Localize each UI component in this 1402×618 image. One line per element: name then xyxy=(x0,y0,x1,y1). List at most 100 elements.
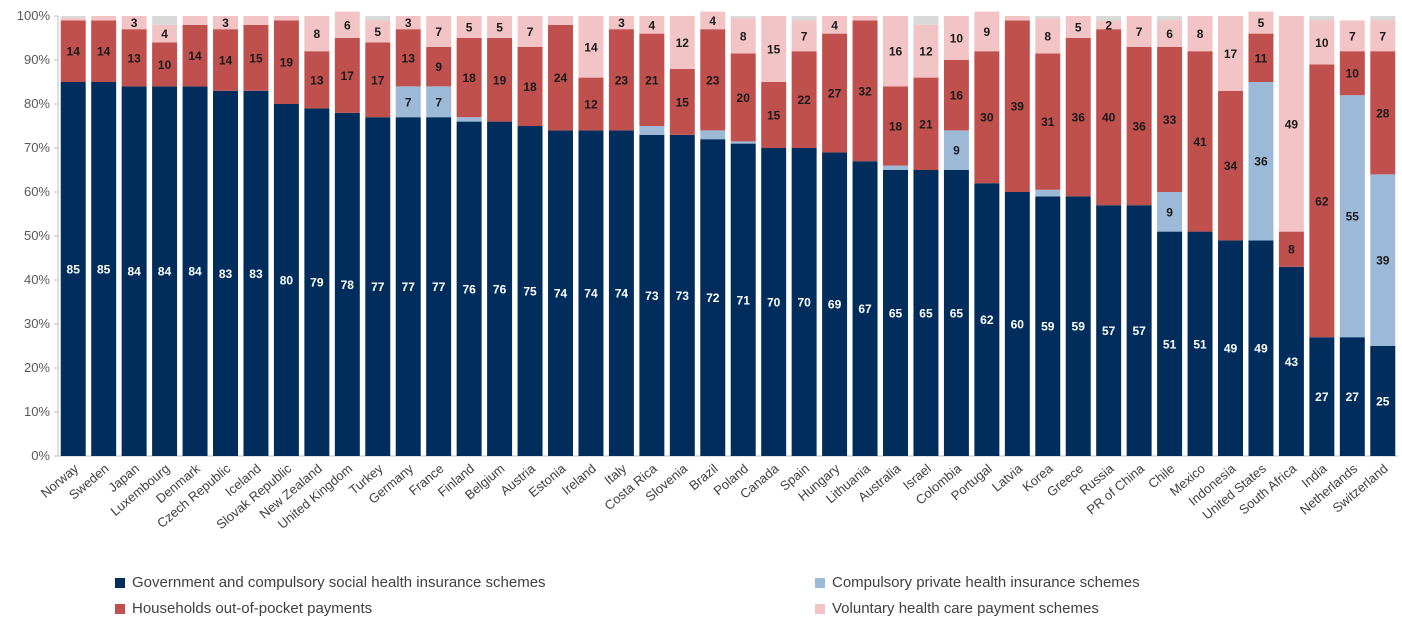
bar-segment xyxy=(152,86,178,457)
bar-segment xyxy=(1096,20,1122,30)
data-label: 25 xyxy=(1376,395,1390,409)
bar-segment xyxy=(456,121,482,456)
data-label: 3 xyxy=(222,16,229,30)
bar-segment xyxy=(730,18,756,54)
bar-segment xyxy=(395,29,421,87)
bar-segment xyxy=(883,170,908,456)
data-label: 4 xyxy=(161,27,168,41)
bar-segment xyxy=(822,152,848,456)
x-tick-label: Latvia xyxy=(989,460,1026,494)
bar-segment xyxy=(1126,16,1152,47)
bar-segment xyxy=(791,16,817,21)
bar-segment xyxy=(974,183,1000,456)
data-label: 12 xyxy=(584,98,598,112)
bar-segment xyxy=(121,29,147,87)
data-label: 2 xyxy=(1105,18,1112,32)
bar-segment xyxy=(1065,196,1091,456)
bar-segment xyxy=(548,24,573,131)
data-label: 4 xyxy=(649,18,656,32)
bar-segment xyxy=(456,117,482,122)
data-label: 16 xyxy=(889,45,903,59)
bar-segment xyxy=(487,16,513,38)
bar-segment xyxy=(578,77,604,131)
bar-segment xyxy=(365,16,391,21)
bar-segment xyxy=(791,51,817,149)
data-label: 14 xyxy=(97,45,111,59)
data-label: 27 xyxy=(1346,390,1360,404)
bar-segment xyxy=(608,29,634,131)
data-label: 41 xyxy=(1193,135,1207,149)
bar-segment xyxy=(1035,53,1061,190)
data-label: 3 xyxy=(131,16,138,30)
bar-segment xyxy=(1309,16,1335,21)
data-label: 80 xyxy=(280,274,294,288)
bar-segment xyxy=(1126,46,1152,206)
bar-segment xyxy=(152,42,178,87)
bar-segment xyxy=(395,16,421,30)
bar-segment xyxy=(608,130,634,456)
bar-segment xyxy=(1278,231,1304,267)
y-tick-label: 30% xyxy=(24,316,50,331)
bar-segment xyxy=(517,46,543,126)
bar-segment xyxy=(426,46,452,87)
bar-segment xyxy=(60,20,86,82)
bar-segment xyxy=(517,16,543,47)
bar-segment xyxy=(182,86,208,457)
bar-segment xyxy=(730,53,756,142)
y-tick-label: 0% xyxy=(31,448,50,463)
bar-segment xyxy=(243,90,269,457)
data-label: 5 xyxy=(1075,21,1082,35)
y-tick-label: 40% xyxy=(24,272,50,287)
data-label: 34 xyxy=(1224,159,1238,173)
data-label: 49 xyxy=(1224,342,1238,356)
data-label: 33 xyxy=(1163,113,1177,127)
bar-segment xyxy=(1157,16,1183,21)
bar-segment xyxy=(60,82,86,456)
data-label: 7 xyxy=(1379,29,1386,43)
bar-segment xyxy=(1035,196,1061,456)
bar-segment xyxy=(1339,20,1365,52)
bar-segment xyxy=(426,86,452,118)
bar-segment xyxy=(121,86,147,457)
legend-label-households: Households out-of-pocket payments xyxy=(132,600,373,617)
bar-segment xyxy=(1004,16,1030,21)
data-label: 36 xyxy=(1072,111,1086,125)
data-label: 62 xyxy=(980,313,994,327)
data-label: 17 xyxy=(1224,47,1238,61)
bar-segment xyxy=(213,90,238,457)
data-label: 16 xyxy=(950,89,964,103)
data-label: 15 xyxy=(767,43,781,57)
data-label: 18 xyxy=(462,71,476,85)
data-label: 17 xyxy=(371,73,385,87)
bar-segment xyxy=(182,16,208,25)
bar-segment xyxy=(1218,240,1243,456)
legend-label-voluntary: Voluntary health care payment schemes xyxy=(832,600,1099,617)
data-label: 10 xyxy=(158,58,172,72)
legend: Government and compulsory social health … xyxy=(0,568,1402,618)
bar-segment xyxy=(1157,192,1183,232)
data-label: 51 xyxy=(1193,337,1207,351)
bar-segment xyxy=(883,86,908,166)
data-label: 14 xyxy=(584,40,598,54)
bar-segment xyxy=(304,51,330,109)
bar-segment xyxy=(243,16,269,25)
data-label: 65 xyxy=(950,307,964,321)
bar-segment xyxy=(730,143,756,456)
data-label: 36 xyxy=(1132,120,1146,134)
bar-segment xyxy=(548,130,573,456)
bar-segment xyxy=(517,126,543,456)
bar-segment xyxy=(791,20,817,52)
bar-segment xyxy=(1248,33,1274,82)
bar-segment xyxy=(60,18,86,21)
y-tick-label: 50% xyxy=(24,228,50,243)
bar-segment xyxy=(700,11,726,30)
bar-segment xyxy=(791,148,817,456)
data-label: 70 xyxy=(767,296,781,310)
data-label: 8 xyxy=(314,27,321,41)
y-tick-label: 80% xyxy=(24,96,50,111)
bar-segment xyxy=(1309,20,1335,65)
data-label: 22 xyxy=(797,93,811,107)
bar-segment xyxy=(213,16,238,30)
data-label: 23 xyxy=(706,73,720,87)
